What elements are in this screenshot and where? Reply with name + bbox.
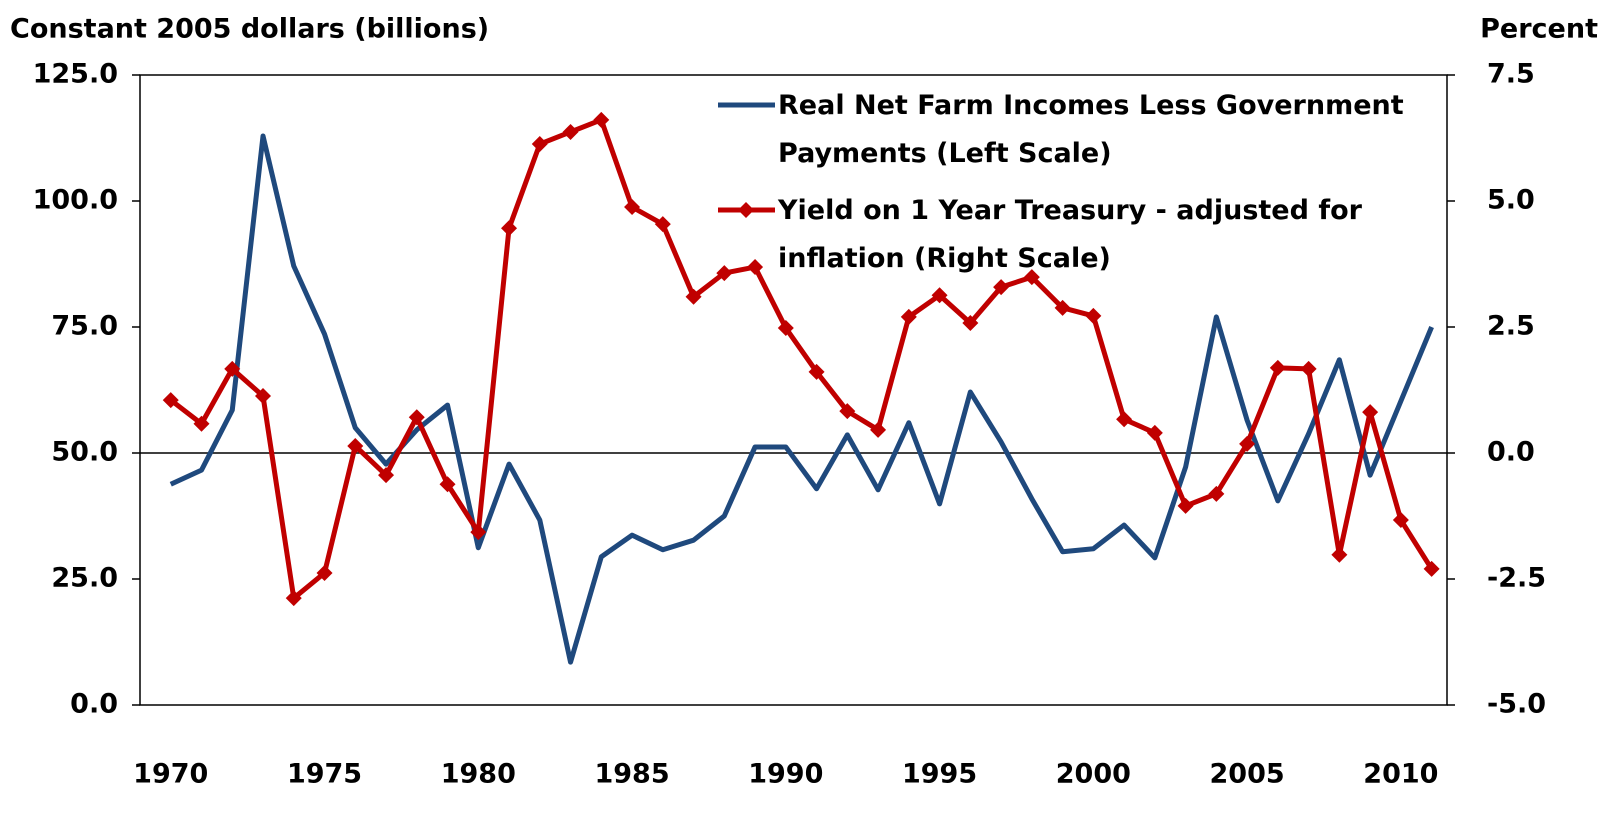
marker <box>839 403 856 420</box>
marker <box>285 590 302 607</box>
y-tick-label: 50.0 <box>51 437 118 468</box>
marker <box>531 136 548 153</box>
y2-tick-label: -2.5 <box>1487 563 1546 594</box>
y-tick-label: 75.0 <box>51 311 118 342</box>
x-tick-label: 2000 <box>1056 759 1131 790</box>
y2-tick-label: 2.5 <box>1487 311 1535 342</box>
marker <box>624 199 641 216</box>
marker <box>224 360 241 377</box>
y2-tick-label: -5.0 <box>1487 689 1546 720</box>
marker <box>1269 359 1286 376</box>
marker <box>808 363 825 380</box>
marker <box>255 388 272 405</box>
x-tick-label: 1990 <box>748 759 823 790</box>
y-axis-title: Constant 2005 dollars (billions) <box>10 14 489 45</box>
marker <box>716 265 733 282</box>
marker <box>193 415 210 432</box>
marker <box>1085 307 1102 324</box>
marker <box>654 216 671 233</box>
y2-axis-title: Percent <box>1480 14 1598 45</box>
marker <box>562 123 579 140</box>
marker <box>1023 269 1040 286</box>
x-tick-label: 1995 <box>902 759 977 790</box>
x-tick-label: 1980 <box>441 759 516 790</box>
marker <box>593 111 610 128</box>
marker <box>1423 560 1440 577</box>
x-tick-label: 1975 <box>287 759 362 790</box>
legend-label: Yield on 1 Year Treasury - adjusted for … <box>778 195 1362 274</box>
y2-tick-label: 7.5 <box>1487 59 1535 90</box>
marker <box>378 467 395 484</box>
marker <box>900 308 917 325</box>
marker <box>1300 360 1317 377</box>
marker <box>408 409 425 426</box>
marker <box>1116 411 1133 428</box>
marker <box>962 314 979 331</box>
x-tick-label: 2005 <box>1210 759 1285 790</box>
marker <box>1177 497 1194 514</box>
y2-tick-label: 0.0 <box>1487 437 1535 468</box>
legend-marker <box>738 202 754 218</box>
marker <box>747 259 764 276</box>
marker <box>1362 404 1379 421</box>
marker <box>439 476 456 493</box>
marker <box>777 320 794 337</box>
series-line <box>169 133 1434 665</box>
marker <box>501 220 518 237</box>
legend-label: Real Net Farm Incomes Less Government Pa… <box>778 90 1404 169</box>
marker <box>1392 512 1409 529</box>
plot-frame <box>139 74 1448 706</box>
y-tick-label: 100.0 <box>33 185 118 216</box>
y2-tick-label: 5.0 <box>1487 185 1535 216</box>
x-tick-label: 1970 <box>133 759 208 790</box>
marker <box>347 437 364 454</box>
marker <box>470 524 487 541</box>
series-line <box>169 117 1434 601</box>
marker <box>870 421 887 438</box>
marker <box>993 279 1010 296</box>
marker <box>316 564 333 581</box>
x-tick-label: 2010 <box>1363 759 1438 790</box>
marker <box>685 288 702 305</box>
marker <box>1054 299 1071 316</box>
marker <box>1331 546 1348 563</box>
y-tick-label: 125.0 <box>33 59 118 90</box>
x-tick-label: 1985 <box>594 759 669 790</box>
marker <box>1208 485 1225 502</box>
y-tick-label: 25.0 <box>51 563 118 594</box>
marker <box>931 287 948 304</box>
marker <box>1239 435 1256 452</box>
marker <box>1146 424 1163 441</box>
marker <box>162 392 179 409</box>
y-tick-label: 0.0 <box>70 689 118 720</box>
